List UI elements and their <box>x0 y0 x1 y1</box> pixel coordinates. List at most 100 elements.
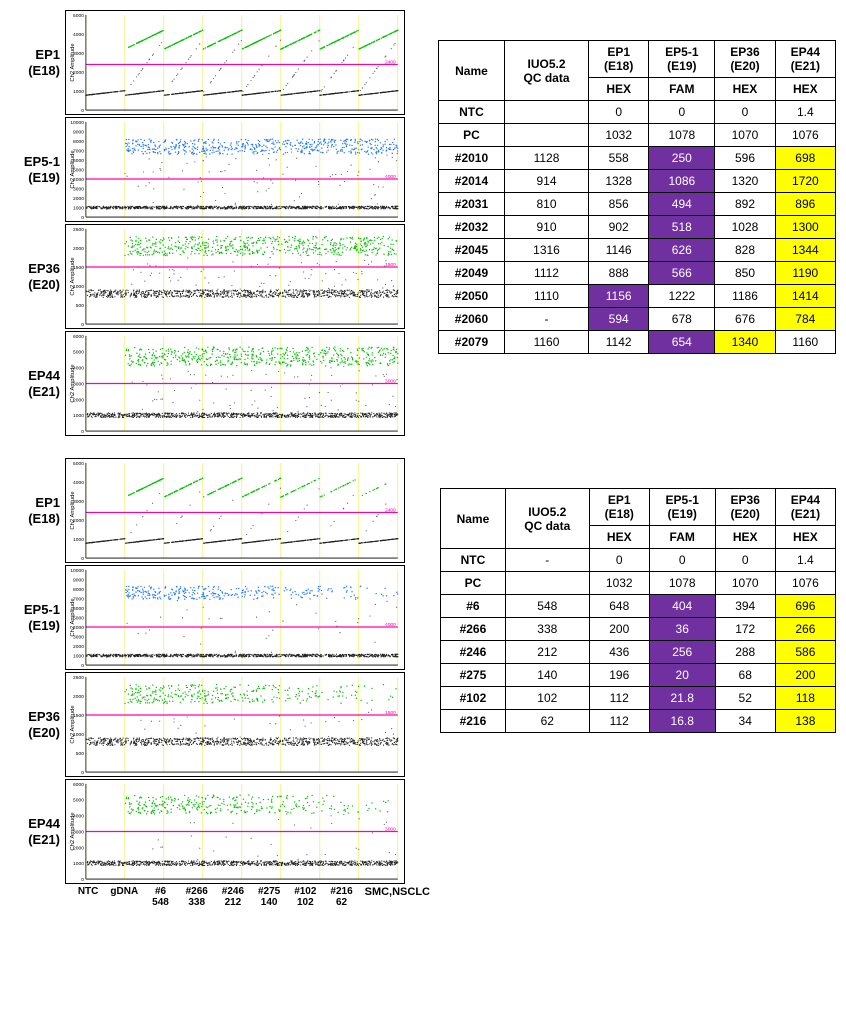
chart-row: EP5-1(E19)010002000300040005000600070008… <box>10 565 430 670</box>
svg-text:Ch2 Amplitude: Ch2 Amplitude <box>70 43 76 81</box>
row-name: #2079 <box>438 331 504 354</box>
row-name: #6 <box>441 595 506 618</box>
data-cell: 1142 <box>589 331 649 354</box>
data-cell: 902 <box>589 216 649 239</box>
data-cell: 518 <box>649 216 715 239</box>
data-cell: 1340 <box>715 331 775 354</box>
x-tick-label: gDNA <box>106 886 142 908</box>
data-cell: 288 <box>715 641 775 664</box>
scatter-chart: 01000200030004000500060003000Ch2 Amplitu… <box>65 331 405 436</box>
qc-value: 140 <box>505 664 589 687</box>
scatter-chart: 0100020003000400050006000700080009000100… <box>65 117 405 222</box>
svg-text:8000: 8000 <box>73 139 84 145</box>
data-cell: 200 <box>589 618 649 641</box>
table-row: NTC0001.4 <box>438 101 835 124</box>
row-name: #275 <box>441 664 506 687</box>
table-row: #20149141328108613201720 <box>438 170 835 193</box>
data-cell: 654 <box>649 331 715 354</box>
dye-header: HEX <box>589 78 649 101</box>
qc-value: 1110 <box>504 285 588 308</box>
table-row: #205011101156122211861414 <box>438 285 835 308</box>
data-cell: 1076 <box>775 124 835 147</box>
svg-text:1000: 1000 <box>73 89 84 95</box>
data-cell: 896 <box>775 193 835 216</box>
table-row: #2045131611466268281344 <box>438 239 835 262</box>
x-axis-note: SMC,NSCLC <box>365 886 430 898</box>
row-name: #2050 <box>438 285 504 308</box>
data-cell: 1032 <box>589 572 649 595</box>
chart-row: EP36(E20)050010001500200025001500Ch2 Amp… <box>10 672 430 777</box>
data-cell: 1160 <box>775 331 835 354</box>
data-cell: 1070 <box>715 572 775 595</box>
qc-value <box>505 572 589 595</box>
data-cell: 68 <box>715 664 775 687</box>
table-row: #246212436256288586 <box>441 641 836 664</box>
row-name: #266 <box>441 618 506 641</box>
data-cell: 678 <box>649 308 715 331</box>
dye-header: HEX <box>775 526 835 549</box>
qc-value: - <box>504 308 588 331</box>
data-cell: 20 <box>649 664 715 687</box>
data-cell: 566 <box>649 262 715 285</box>
table-row: #203291090251810281300 <box>438 216 835 239</box>
col-header: EP44(E21) <box>775 489 835 526</box>
col-qc: IUO5.2QC data <box>504 41 588 101</box>
dye-header: HEX <box>775 78 835 101</box>
svg-text:0: 0 <box>81 215 84 221</box>
data-cell: 1086 <box>649 170 715 193</box>
chart-label: EP5-1(E19) <box>10 154 65 185</box>
table-row: #20791160114265413401160 <box>438 331 835 354</box>
qc-value: 1128 <box>504 147 588 170</box>
data-cell: 784 <box>775 308 835 331</box>
row-name: NTC <box>441 549 506 572</box>
data-cell: 21.8 <box>649 687 715 710</box>
qc-value: 548 <box>505 595 589 618</box>
data-table: NameIUO5.2QC dataEP1(E18)EP5-1(E19)EP36(… <box>440 488 836 733</box>
row-name: #2014 <box>438 170 504 193</box>
table-row: #10210211221.852118 <box>441 687 836 710</box>
x-tick-label: #246212 <box>215 886 251 908</box>
chart-label: EP44(E21) <box>10 368 65 399</box>
data-cell: 16.8 <box>649 710 715 733</box>
dye-header: FAM <box>649 78 715 101</box>
svg-text:Ch2 Amplitude: Ch2 Amplitude <box>70 150 76 188</box>
row-name: #2010 <box>438 147 504 170</box>
x-axis-labels: NTCgDNA#6548#266338#246212#275140#102102… <box>70 886 360 908</box>
table-row: PC1032107810701076 <box>441 572 836 595</box>
figure-container: EP1(E18)0100020003000400050002400Ch2 Amp… <box>0 0 846 938</box>
col-qc: IUO5.2QC data <box>505 489 589 549</box>
data-cell: 36 <box>649 618 715 641</box>
x-tick-label: NTC <box>70 886 106 908</box>
chart-row: EP1(E18)0100020003000400050002400Ch2 Amp… <box>10 10 428 115</box>
x-tick-label: #102102 <box>287 886 323 908</box>
data-cell: 1028 <box>715 216 775 239</box>
svg-text:2000: 2000 <box>73 196 84 202</box>
data-cell: 200 <box>775 664 835 687</box>
data-cell: 138 <box>775 710 835 733</box>
data-cell: 0 <box>589 549 649 572</box>
section-2: EP1(E18)0100020003000400050002400Ch2 Amp… <box>10 458 836 908</box>
data-cell: 1720 <box>775 170 835 193</box>
data-cell: 0 <box>649 549 715 572</box>
data-cell: 698 <box>775 147 835 170</box>
table-row: #26633820036172266 <box>441 618 836 641</box>
table-row: NTC-0001.4 <box>441 549 836 572</box>
data-cell: 112 <box>589 687 649 710</box>
x-tick-label: #6548 <box>142 886 178 908</box>
scatter-chart: 01000200030004000500060003000Ch2 Amplitu… <box>65 779 405 884</box>
data-cell: 1032 <box>589 124 649 147</box>
qc-value: 62 <box>505 710 589 733</box>
qc-value <box>504 101 588 124</box>
data-cell: 648 <box>589 595 649 618</box>
chart-row: EP36(E20)050010001500200025001500Ch2 Amp… <box>10 224 428 329</box>
chart-label: EP36(E20) <box>10 261 65 292</box>
col-name: Name <box>438 41 504 101</box>
table-row: PC1032107810701076 <box>438 124 835 147</box>
data-cell: 266 <box>775 618 835 641</box>
col-header: EP44(E21) <box>775 41 835 78</box>
svg-text:500: 500 <box>76 303 84 309</box>
qc-value: 1316 <box>504 239 588 262</box>
svg-text:1000: 1000 <box>73 206 84 212</box>
scatter-chart: 0100020003000400050006000700080009000100… <box>65 565 405 670</box>
col-header: EP1(E18) <box>589 41 649 78</box>
